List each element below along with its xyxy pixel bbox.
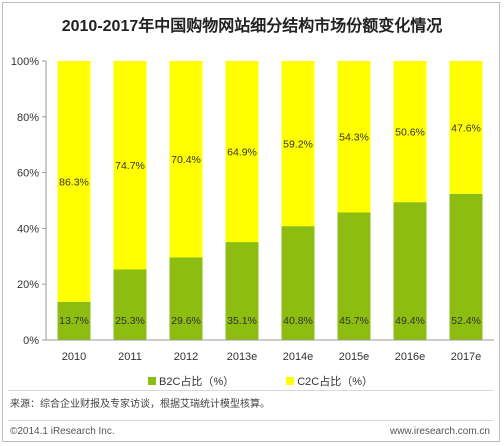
source-note: 来源：综合企业财报及专家访谈，根据艾瑞统计模型核算。 [10,399,270,410]
data-label-c2c: 74.7% [115,160,145,172]
legend: B2C占比（%） C2C占比（%） [148,373,373,389]
chart-title: 2010-2017年中国购物网站细分结构市场份额变化情况 [61,18,443,35]
bar-segment-c2c [337,61,371,213]
data-label-b2c: 35.1% [227,315,257,327]
data-label-b2c: 29.6% [171,315,201,327]
bar-segment-b2c [337,212,371,340]
source-url: www.iresearch.com.cn [389,426,490,437]
bar-segment-c2c [113,61,147,270]
divider-top [8,390,494,391]
legend-item-b2c: B2C占比（%） [148,373,234,389]
x-tick-label: 2014e [283,351,314,363]
bar-segment-b2c [449,193,483,340]
divider-bottom [8,420,494,421]
bar-segment-b2c [393,202,427,340]
bar-segment-c2c [169,61,203,258]
x-tick-label: 2012 [174,351,198,363]
bar-segment-b2c [169,257,203,340]
data-label-b2c: 49.4% [395,315,425,327]
x-tick-label: 2015e [339,351,370,363]
data-label-b2c: 25.3% [115,315,145,327]
data-label-b2c: 40.8% [283,315,313,327]
y-tick-label: 0% [23,335,39,347]
bar-segment-b2c [57,301,91,340]
bar-segment-c2c [449,61,483,194]
x-tick-label: 2016e [395,351,426,363]
y-tick-label: 100% [11,56,39,68]
x-tick-label: 2010 [62,351,86,363]
data-label-b2c: 13.7% [59,315,89,327]
bar-segment-c2c [225,61,259,243]
data-label-b2c: 45.7% [339,315,369,327]
legend-label-c2c: C2C占比（%） [297,376,373,388]
bar-segment-b2c [225,242,259,340]
y-tick-label: 80% [17,112,39,124]
data-label-c2c: 64.9% [227,147,257,159]
data-label-c2c: 50.6% [395,127,425,139]
chart-frame [2,2,500,442]
y-tick-label: 60% [17,168,39,180]
x-tick-label: 2017e [451,351,482,363]
data-label-b2c: 52.4% [451,315,481,327]
bar-segment-b2c [113,269,147,340]
bar-segment-b2c [281,226,315,340]
x-tick-label: 2011 [118,351,142,363]
data-label-c2c: 47.6% [451,122,481,134]
data-label-c2c: 86.3% [59,176,89,188]
y-tick-label: 20% [17,279,39,291]
y-tick-label: 40% [17,223,39,235]
legend-swatch-c2c [286,377,295,385]
legend-label-b2c: B2C占比（%） [159,376,235,388]
data-label-c2c: 54.3% [339,132,369,144]
copyright: ©2014.1 iResearch Inc. [10,426,115,437]
legend-item-c2c: C2C占比（%） [286,373,373,389]
data-label-c2c: 59.2% [283,139,313,151]
bar-segment-c2c [393,61,427,203]
legend-swatch-b2c [148,377,156,385]
x-tick-label: 2013e [227,351,258,363]
bar-segment-c2c [281,61,315,227]
data-label-c2c: 70.4% [171,154,201,166]
bar-segment-c2c [57,61,91,302]
